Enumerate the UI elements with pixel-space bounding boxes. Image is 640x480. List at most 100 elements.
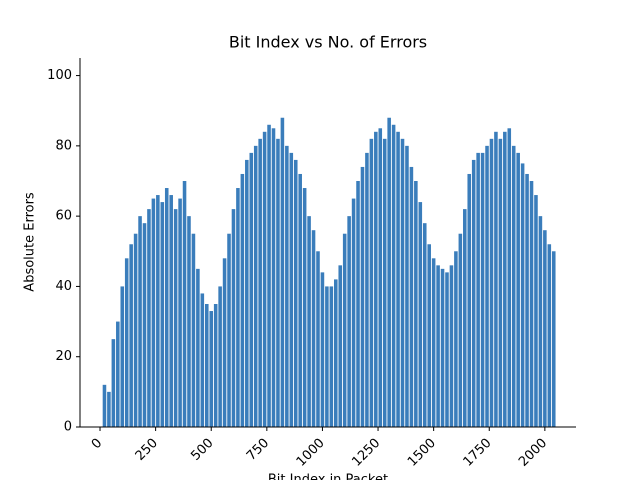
bar	[133, 233, 138, 427]
bar	[253, 145, 258, 427]
bar	[196, 268, 200, 427]
y-tick-label: 20	[55, 349, 72, 364]
bar	[511, 145, 516, 427]
bar	[471, 159, 476, 427]
bar	[173, 209, 178, 427]
bar	[445, 272, 449, 427]
bar	[480, 152, 485, 427]
bar	[262, 131, 267, 428]
bar	[396, 131, 400, 428]
bar	[298, 173, 302, 427]
bar	[360, 166, 365, 427]
bar	[454, 251, 458, 427]
y-tick-label: 0	[64, 420, 72, 435]
bar	[409, 166, 414, 427]
bar	[427, 244, 431, 427]
bar	[307, 216, 311, 427]
bar	[271, 128, 276, 428]
y-tick-label: 80	[55, 138, 72, 153]
bar	[116, 321, 120, 427]
bar	[440, 268, 445, 427]
bar	[178, 198, 182, 427]
bar	[347, 216, 351, 427]
bar	[218, 286, 222, 427]
bar	[124, 258, 129, 427]
bar	[138, 216, 142, 427]
bar	[147, 209, 151, 427]
y-tick-label: 60	[55, 209, 72, 224]
bar	[436, 265, 440, 427]
bar	[191, 233, 196, 427]
bar	[463, 209, 467, 427]
bar	[231, 209, 236, 427]
x-tick-label: 1500	[405, 436, 439, 470]
bar	[107, 391, 111, 427]
x-axis-label: Bit Index in Packet	[268, 473, 388, 480]
bar	[205, 304, 209, 427]
bar	[102, 384, 107, 427]
chart-title: Bit Index vs No. of Errors	[229, 33, 427, 52]
bar	[213, 304, 218, 427]
bar	[285, 145, 289, 427]
bar	[329, 286, 334, 427]
bar	[267, 124, 271, 428]
bar	[280, 117, 285, 427]
y-axis-label: Absolute Errors	[23, 192, 38, 292]
x-tick-label: 250	[133, 436, 161, 464]
bar	[365, 152, 369, 427]
bar	[431, 258, 436, 427]
bar	[129, 244, 133, 427]
bar	[547, 244, 552, 427]
x-tick-label: 1250	[349, 436, 383, 470]
y-tick-label: 40	[55, 279, 72, 294]
x-tick-label: 2000	[516, 436, 550, 470]
bar	[289, 152, 294, 427]
bar	[378, 128, 383, 428]
bar	[507, 128, 512, 428]
bar	[529, 181, 534, 427]
bar	[169, 195, 173, 427]
bar	[494, 131, 498, 428]
bar	[182, 181, 187, 427]
bar	[222, 258, 227, 427]
bar	[391, 124, 396, 428]
bar	[249, 152, 254, 427]
bar	[200, 293, 205, 427]
bar	[209, 311, 214, 427]
x-tick-label: 1750	[461, 436, 495, 470]
bar	[164, 188, 169, 427]
bar	[351, 198, 356, 427]
bar	[418, 202, 423, 427]
bar	[311, 230, 316, 427]
bar	[369, 138, 374, 428]
bar	[422, 223, 427, 427]
bar	[485, 145, 489, 427]
bar	[516, 152, 520, 427]
bar	[151, 198, 156, 427]
bar	[342, 233, 347, 427]
bar	[156, 195, 160, 427]
bar	[489, 138, 494, 428]
x-tick-label: 750	[244, 436, 272, 464]
bar	[534, 195, 538, 427]
bar	[414, 181, 418, 427]
bar	[316, 251, 320, 427]
bar	[449, 265, 454, 427]
bar	[525, 173, 529, 427]
bar	[111, 339, 116, 427]
bar	[458, 233, 463, 427]
bar	[245, 159, 249, 427]
y-tick-label: 100	[47, 68, 72, 83]
bar	[498, 138, 503, 428]
bar	[405, 145, 409, 427]
bar	[503, 131, 507, 428]
bar	[334, 279, 338, 427]
bar	[120, 286, 125, 427]
bar	[476, 152, 480, 427]
bar	[320, 272, 325, 427]
bar	[160, 202, 165, 427]
bar	[302, 188, 307, 427]
